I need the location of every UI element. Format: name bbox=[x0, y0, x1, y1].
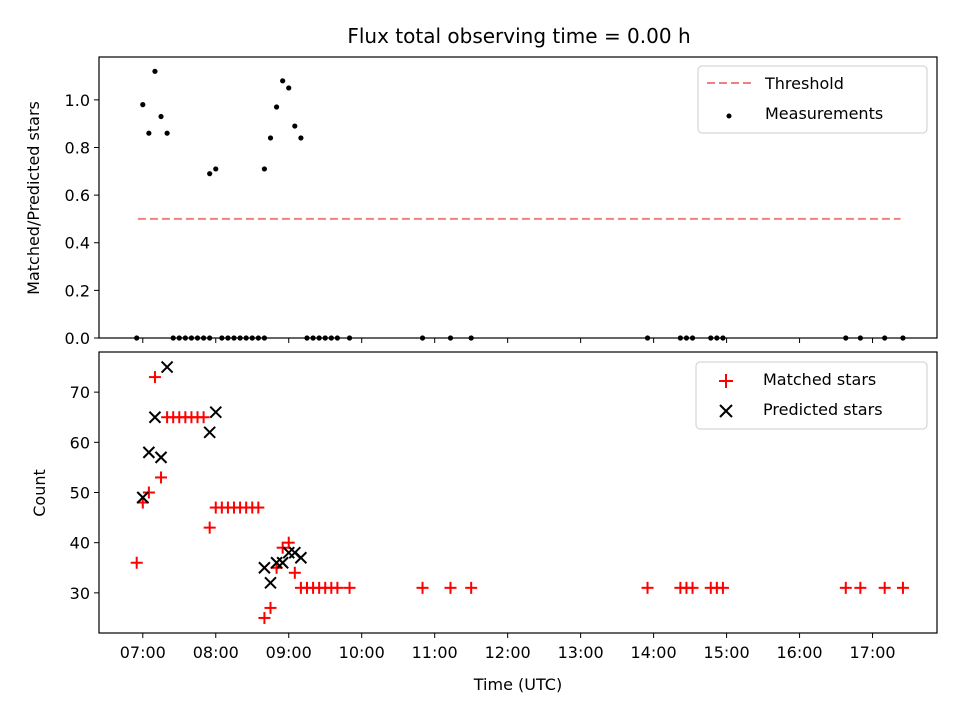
top-legend-box bbox=[697, 65, 928, 134]
x-tick-label: 10:00 bbox=[339, 643, 385, 662]
legend-threshold-label: Threshold bbox=[764, 74, 844, 93]
predicted-star-point bbox=[203, 426, 216, 439]
bottom-y-ticks: 30 40 50 60 70 bbox=[70, 383, 99, 603]
matched-star-point bbox=[203, 521, 216, 534]
predicted-star-point bbox=[294, 551, 308, 564]
bottom-panel: 30 40 50 60 70 07:00 08:00 09:00 10:00 11:00 12:0… bbox=[30, 351, 938, 694]
measurement-point bbox=[146, 130, 152, 136]
x-tick-label: 13:00 bbox=[558, 643, 604, 662]
top-panel: 0.0 0.2 0.4 0.6 0.8 1.0 Matched/Predicted sta… bbox=[24, 56, 938, 348]
chart-title: Flux total observing time = 0.00 h bbox=[347, 24, 690, 48]
predicted-star-point bbox=[154, 451, 168, 464]
matched-star-point bbox=[716, 581, 729, 594]
matched-star-point bbox=[686, 581, 699, 594]
measurement-point bbox=[158, 113, 164, 120]
bottom-y-tick-label: 70 bbox=[70, 383, 90, 402]
measurement-point bbox=[213, 166, 219, 172]
measurement-point bbox=[280, 78, 286, 84]
x-tick-label: 15:00 bbox=[704, 643, 750, 662]
matched-star-point bbox=[444, 581, 457, 594]
legend-matched-label: Matched stars bbox=[763, 370, 876, 389]
bottom-legend: Matched stars Predicted stars bbox=[695, 361, 928, 430]
top-y-tick-label: 0.6 bbox=[65, 186, 90, 205]
x-tick-label: 08:00 bbox=[193, 643, 239, 662]
top-y-ticks: 0.0 0.2 0.4 0.6 0.8 1.0 bbox=[65, 91, 99, 348]
measurement-point bbox=[207, 171, 213, 177]
measurement-point bbox=[298, 135, 304, 141]
top-y-tick-label: 0.0 bbox=[65, 329, 90, 348]
measurement-point bbox=[152, 68, 158, 74]
x-tick-label: 11:00 bbox=[412, 643, 458, 662]
top-y-tick-label: 0.4 bbox=[65, 234, 90, 253]
matched-star-point bbox=[197, 411, 210, 424]
bottom-plot-marks bbox=[130, 360, 909, 624]
matched-star-point bbox=[276, 541, 289, 554]
top-legend: Threshold Measurements bbox=[697, 65, 928, 134]
matched-star-point bbox=[288, 566, 301, 579]
x-tick-label: 17:00 bbox=[849, 643, 895, 662]
matched-star-point bbox=[148, 371, 161, 384]
measurement-point bbox=[292, 123, 298, 129]
top-axes-frame bbox=[98, 56, 938, 339]
matched-star-point bbox=[130, 556, 143, 569]
bottom-y-axis-label: Count bbox=[30, 469, 49, 517]
bottom-y-tick-label: 60 bbox=[70, 433, 90, 452]
top-x-ticks bbox=[142, 338, 874, 343]
predicted-star-point bbox=[142, 446, 156, 459]
bottom-y-tick-label: 50 bbox=[70, 484, 90, 503]
legend-matched-swatch bbox=[719, 374, 733, 388]
x-tick-label: 16:00 bbox=[777, 643, 823, 662]
matched-star-point bbox=[896, 581, 909, 594]
matched-star-point bbox=[155, 471, 168, 484]
bottom-x-ticks: 07:00 08:00 09:00 10:00 11:00 12:00 13:00 14:00… bbox=[120, 633, 896, 662]
matched-star-point bbox=[252, 501, 265, 514]
top-y-tick-label: 1.0 bbox=[65, 91, 90, 110]
predicted-star-point bbox=[148, 411, 162, 424]
legend-measurements-swatch bbox=[726, 113, 732, 119]
matched-star-point bbox=[282, 536, 295, 549]
measurement-point bbox=[273, 104, 280, 110]
matched-star-point bbox=[343, 581, 356, 594]
x-tick-label: 12:00 bbox=[485, 643, 531, 662]
matched-star-point bbox=[641, 581, 654, 594]
matched-star-point bbox=[331, 581, 344, 594]
matched-star-point bbox=[142, 486, 155, 499]
x-axis-label: Time (UTC) bbox=[473, 675, 562, 694]
predicted-star-point bbox=[160, 360, 174, 374]
measurement-point bbox=[286, 85, 292, 91]
bottom-legend-box bbox=[695, 361, 928, 430]
legend-predicted-swatch bbox=[719, 404, 733, 418]
matched-star-point bbox=[264, 601, 277, 614]
matched-star-point bbox=[854, 581, 867, 594]
measurement-point bbox=[140, 102, 146, 108]
bottom-y-tick-label: 40 bbox=[70, 534, 90, 553]
x-tick-label: 14:00 bbox=[631, 643, 677, 662]
legend-measurements-label: Measurements bbox=[765, 104, 883, 123]
top-y-axis-label: Matched/Predicted stars bbox=[24, 101, 43, 295]
matched-star-point bbox=[839, 581, 852, 594]
matched-star-point bbox=[258, 611, 271, 624]
top-y-tick-label: 0.2 bbox=[65, 281, 90, 300]
matched-star-point bbox=[416, 581, 429, 594]
matched-star-point bbox=[878, 581, 891, 594]
bottom-y-tick-label: 30 bbox=[70, 584, 90, 603]
predicted-star-point bbox=[276, 556, 289, 569]
predicted-star-point bbox=[258, 561, 271, 574]
measurement-point bbox=[164, 130, 170, 136]
x-tick-label: 07:00 bbox=[120, 643, 166, 662]
measurement-point bbox=[261, 166, 268, 172]
predicted-star-point bbox=[209, 406, 222, 419]
top-y-tick-label: 0.8 bbox=[65, 138, 90, 157]
legend-predicted-label: Predicted stars bbox=[763, 400, 883, 419]
matched-star-point bbox=[465, 581, 478, 594]
predicted-star-point bbox=[136, 491, 149, 504]
predicted-star-point bbox=[264, 576, 277, 590]
x-tick-label: 09:00 bbox=[266, 643, 312, 662]
measurement-point bbox=[267, 135, 274, 141]
